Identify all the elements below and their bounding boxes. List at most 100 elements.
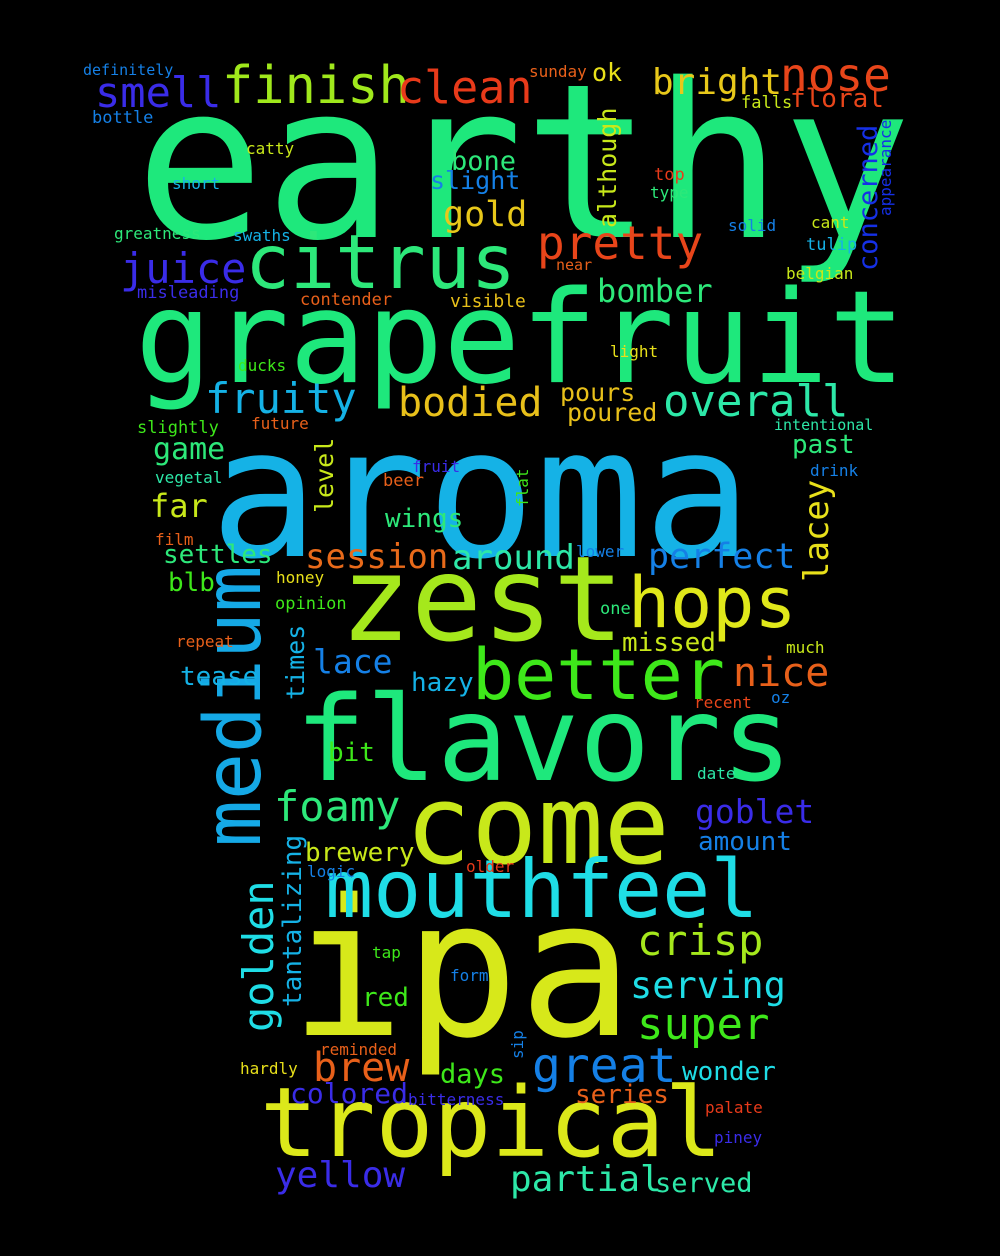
cloud-word: medium [189, 565, 279, 847]
cloud-word: honey [276, 568, 325, 587]
cloud-word: mouthfeel [325, 843, 759, 936]
cloud-word: much [786, 638, 825, 657]
cloud-word: light [610, 342, 659, 361]
cloud-word: wonder [682, 1057, 776, 1087]
cloud-word: catty [246, 139, 295, 158]
cloud-word: vegetal [155, 468, 223, 487]
cloud-word: partial [510, 1159, 662, 1200]
cloud-word: serving [630, 964, 786, 1007]
cloud-word: fruit [412, 457, 461, 476]
cloud-word: near [556, 256, 593, 274]
cloud-word: ok [592, 58, 623, 87]
cloud-word: hazy [411, 668, 474, 698]
cloud-word: bitterness [408, 1090, 505, 1109]
cloud-word: brewery [305, 838, 415, 868]
cloud-word: tulip [806, 235, 858, 255]
cloud-word: cant [811, 213, 850, 232]
cloud-word: nose [780, 48, 891, 102]
cloud-word: zest [340, 530, 625, 668]
cloud-word: juice [120, 244, 247, 293]
cloud-word: floral [790, 84, 884, 114]
cloud-word: golden [234, 880, 283, 1032]
cloud-word: solid [728, 216, 777, 235]
cloud-word: definitely [83, 61, 174, 79]
cloud-word: crisp [637, 916, 764, 965]
cloud-word: bomber [597, 272, 713, 310]
cloud-word: far [150, 487, 208, 525]
cloud-word: tease [180, 662, 259, 692]
cloud-word: settles [163, 540, 273, 570]
cloud-word: reminded [320, 1040, 398, 1059]
cloud-word: belgian [786, 264, 854, 283]
cloud-word: bodied [398, 380, 543, 426]
cloud-word: super [637, 999, 770, 1050]
cloud-word: earthy [135, 37, 912, 288]
cloud-word: slightly [137, 418, 219, 438]
cloud-word: level [310, 437, 339, 513]
cloud-word: date [697, 764, 736, 783]
cloud-word: clean [397, 61, 533, 114]
cloud-word: series [575, 1080, 669, 1110]
cloud-word: bit [328, 738, 375, 768]
cloud-word: better [472, 634, 725, 716]
cloud-word: tropical [260, 1067, 723, 1179]
cloud-word: finish [222, 56, 410, 116]
cloud-word: misleading [137, 283, 240, 303]
cloud-word: top [654, 165, 685, 185]
cloud-word: grapefruit [135, 264, 906, 413]
cloud-word: served [655, 1168, 753, 1199]
cloud-word: ipa [290, 859, 634, 1080]
cloud-word: flat [513, 468, 532, 507]
cloud-word: lacey [797, 479, 837, 582]
cloud-word: recent [694, 693, 752, 712]
cloud-word: days [440, 1059, 506, 1090]
cloud-word: hardly [240, 1059, 298, 1078]
cloud-word: tap [372, 943, 401, 962]
cloud-word: brew [313, 1045, 410, 1091]
cloud-word: swaths [233, 226, 291, 245]
cloud-word: times [281, 624, 310, 700]
cloud-word: smell [95, 68, 222, 117]
cloud-word: greatness [114, 224, 201, 243]
cloud-word: around [452, 538, 575, 578]
cloud-word: oz [771, 688, 791, 707]
cloud-word: intentional [774, 416, 874, 434]
cloud-word: game [153, 432, 226, 467]
cloud-word: bright [652, 62, 783, 103]
cloud-word: older [466, 857, 515, 876]
cloud-word: bone [451, 146, 517, 177]
cloud-word: hops [628, 562, 797, 644]
cloud-word: contender [300, 290, 393, 310]
cloud-word: foamy [274, 782, 401, 831]
cloud-word: type [650, 183, 689, 202]
cloud-word: appearance [876, 119, 895, 216]
cloud-word: perfect [648, 537, 796, 577]
cloud-word: flavors [295, 670, 793, 808]
cloud-word: lace [313, 642, 393, 681]
cloud-word: citrus [245, 218, 516, 306]
cloud-word: repeat [176, 632, 234, 651]
cloud-word: sip [508, 1030, 527, 1059]
cloud-word: great [532, 1038, 677, 1094]
cloud-word: past [792, 430, 855, 460]
cloud-word: tantalizing [278, 834, 308, 1007]
cloud-word: nice [733, 650, 830, 696]
cloud-word: although [593, 107, 622, 228]
cloud-word: beer [383, 471, 424, 491]
cloud-word: falls [741, 93, 793, 113]
cloud-word: palate [705, 1098, 763, 1117]
cloud-word: come [405, 761, 670, 889]
cloud-word: overall [663, 376, 849, 427]
cloud-word: missed [622, 628, 716, 658]
cloud-word: lower [576, 542, 625, 561]
cloud-word: opinion [275, 594, 347, 614]
cloud-word: gold [443, 195, 528, 235]
cloud-word: slight [430, 166, 521, 195]
cloud-word: visible [450, 291, 526, 312]
cloud-word: wings [385, 504, 464, 534]
cloud-word: poured [567, 398, 658, 427]
cloud-word: session [305, 537, 449, 577]
cloud-word: colored [290, 1077, 409, 1110]
cloud-word: blb [168, 568, 215, 598]
